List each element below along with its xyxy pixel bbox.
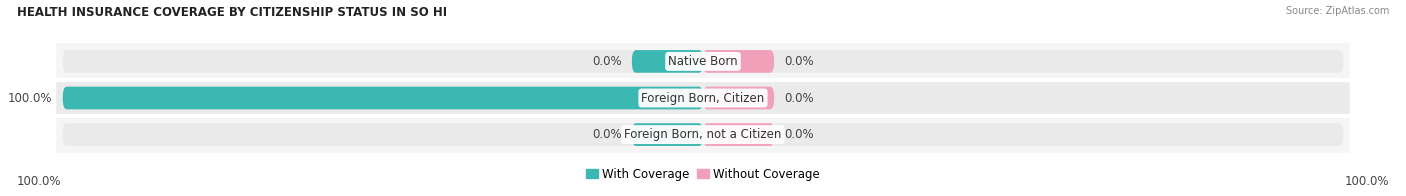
FancyBboxPatch shape [63,50,1343,73]
FancyBboxPatch shape [56,80,1350,116]
Text: Native Born: Native Born [668,55,738,68]
FancyBboxPatch shape [63,123,1343,146]
Text: 0.0%: 0.0% [785,128,814,141]
FancyBboxPatch shape [703,50,775,73]
Text: Foreign Born, Citizen: Foreign Born, Citizen [641,92,765,104]
FancyBboxPatch shape [631,123,703,146]
FancyBboxPatch shape [703,123,775,146]
FancyBboxPatch shape [56,116,1350,153]
Text: 0.0%: 0.0% [785,92,814,104]
FancyBboxPatch shape [703,87,775,109]
Text: 0.0%: 0.0% [785,55,814,68]
Legend: With Coverage, Without Coverage: With Coverage, Without Coverage [581,163,825,185]
FancyBboxPatch shape [56,43,1350,80]
Text: 0.0%: 0.0% [592,55,621,68]
FancyBboxPatch shape [63,87,703,109]
Text: 0.0%: 0.0% [592,128,621,141]
Text: 100.0%: 100.0% [17,175,62,188]
Text: 100.0%: 100.0% [8,92,52,104]
FancyBboxPatch shape [631,50,703,73]
Text: 100.0%: 100.0% [1344,175,1389,188]
Text: Source: ZipAtlas.com: Source: ZipAtlas.com [1285,6,1389,16]
FancyBboxPatch shape [63,87,1343,109]
Text: HEALTH INSURANCE COVERAGE BY CITIZENSHIP STATUS IN SO HI: HEALTH INSURANCE COVERAGE BY CITIZENSHIP… [17,6,447,19]
Text: Foreign Born, not a Citizen: Foreign Born, not a Citizen [624,128,782,141]
